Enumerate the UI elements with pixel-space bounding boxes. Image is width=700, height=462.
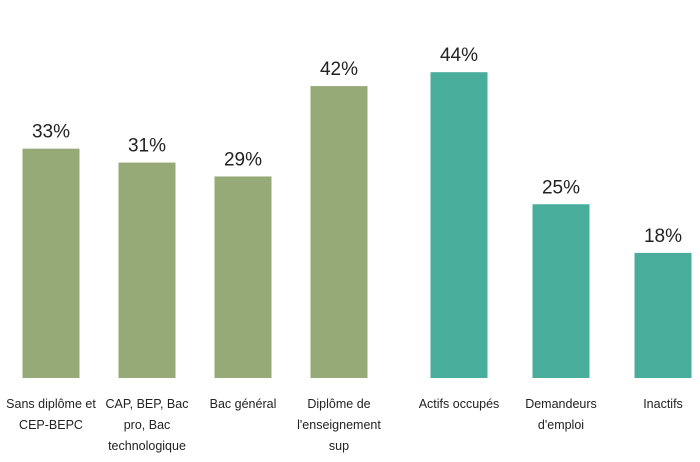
bar-3 (310, 86, 368, 378)
value-label-4: 44% (440, 45, 478, 66)
bar-0 (22, 148, 80, 378)
bar-4 (430, 72, 488, 378)
value-label-3: 42% (320, 59, 358, 80)
category-label-3: Diplôme de l'enseignement sup (297, 397, 381, 453)
category-label-line: Inactifs (643, 397, 683, 411)
category-label-line: CEP-BEPC (19, 418, 83, 432)
value-label-1: 31% (128, 136, 166, 157)
value-label-5: 25% (542, 177, 580, 198)
category-labels-group: Sans diplôme et CEP-BEPC CAP, BEP, Bac pro,… (6, 397, 683, 453)
category-label-line: CAP, BEP, Bac (106, 397, 189, 411)
category-label-4: Actifs occupés (419, 397, 500, 411)
value-labels-group: 33% 31% 29% 42% 44% 25% 18% (32, 45, 682, 247)
bars-group (22, 72, 692, 378)
category-label-line: Bac général (210, 397, 277, 411)
bar-6 (634, 252, 692, 378)
category-label-line: Actifs occupés (419, 397, 500, 411)
bar-1 (118, 162, 176, 378)
category-label-line: d'emploi (538, 418, 584, 432)
value-label-0: 33% (32, 122, 70, 143)
category-label-0: Sans diplôme et CEP-BEPC (6, 397, 96, 432)
category-label-line: technologique (108, 439, 186, 453)
value-label-2: 29% (224, 149, 262, 170)
bar-2 (214, 176, 272, 378)
category-label-line: pro, Bac (124, 418, 171, 432)
category-label-1: CAP, BEP, Bac pro, Bac technologique (106, 397, 189, 453)
category-label-5: Demandeurs d'emploi (525, 397, 597, 432)
bar-5 (532, 204, 590, 378)
category-label-2: Bac général (210, 397, 277, 411)
category-label-line: sup (329, 439, 349, 453)
category-label-line: Demandeurs (525, 397, 597, 411)
category-label-line: l'enseignement (297, 418, 381, 432)
category-label-line: Sans diplôme et (6, 397, 96, 411)
value-label-6: 18% (644, 226, 682, 247)
category-label-line: Diplôme de (307, 397, 370, 411)
category-label-6: Inactifs (643, 397, 683, 411)
